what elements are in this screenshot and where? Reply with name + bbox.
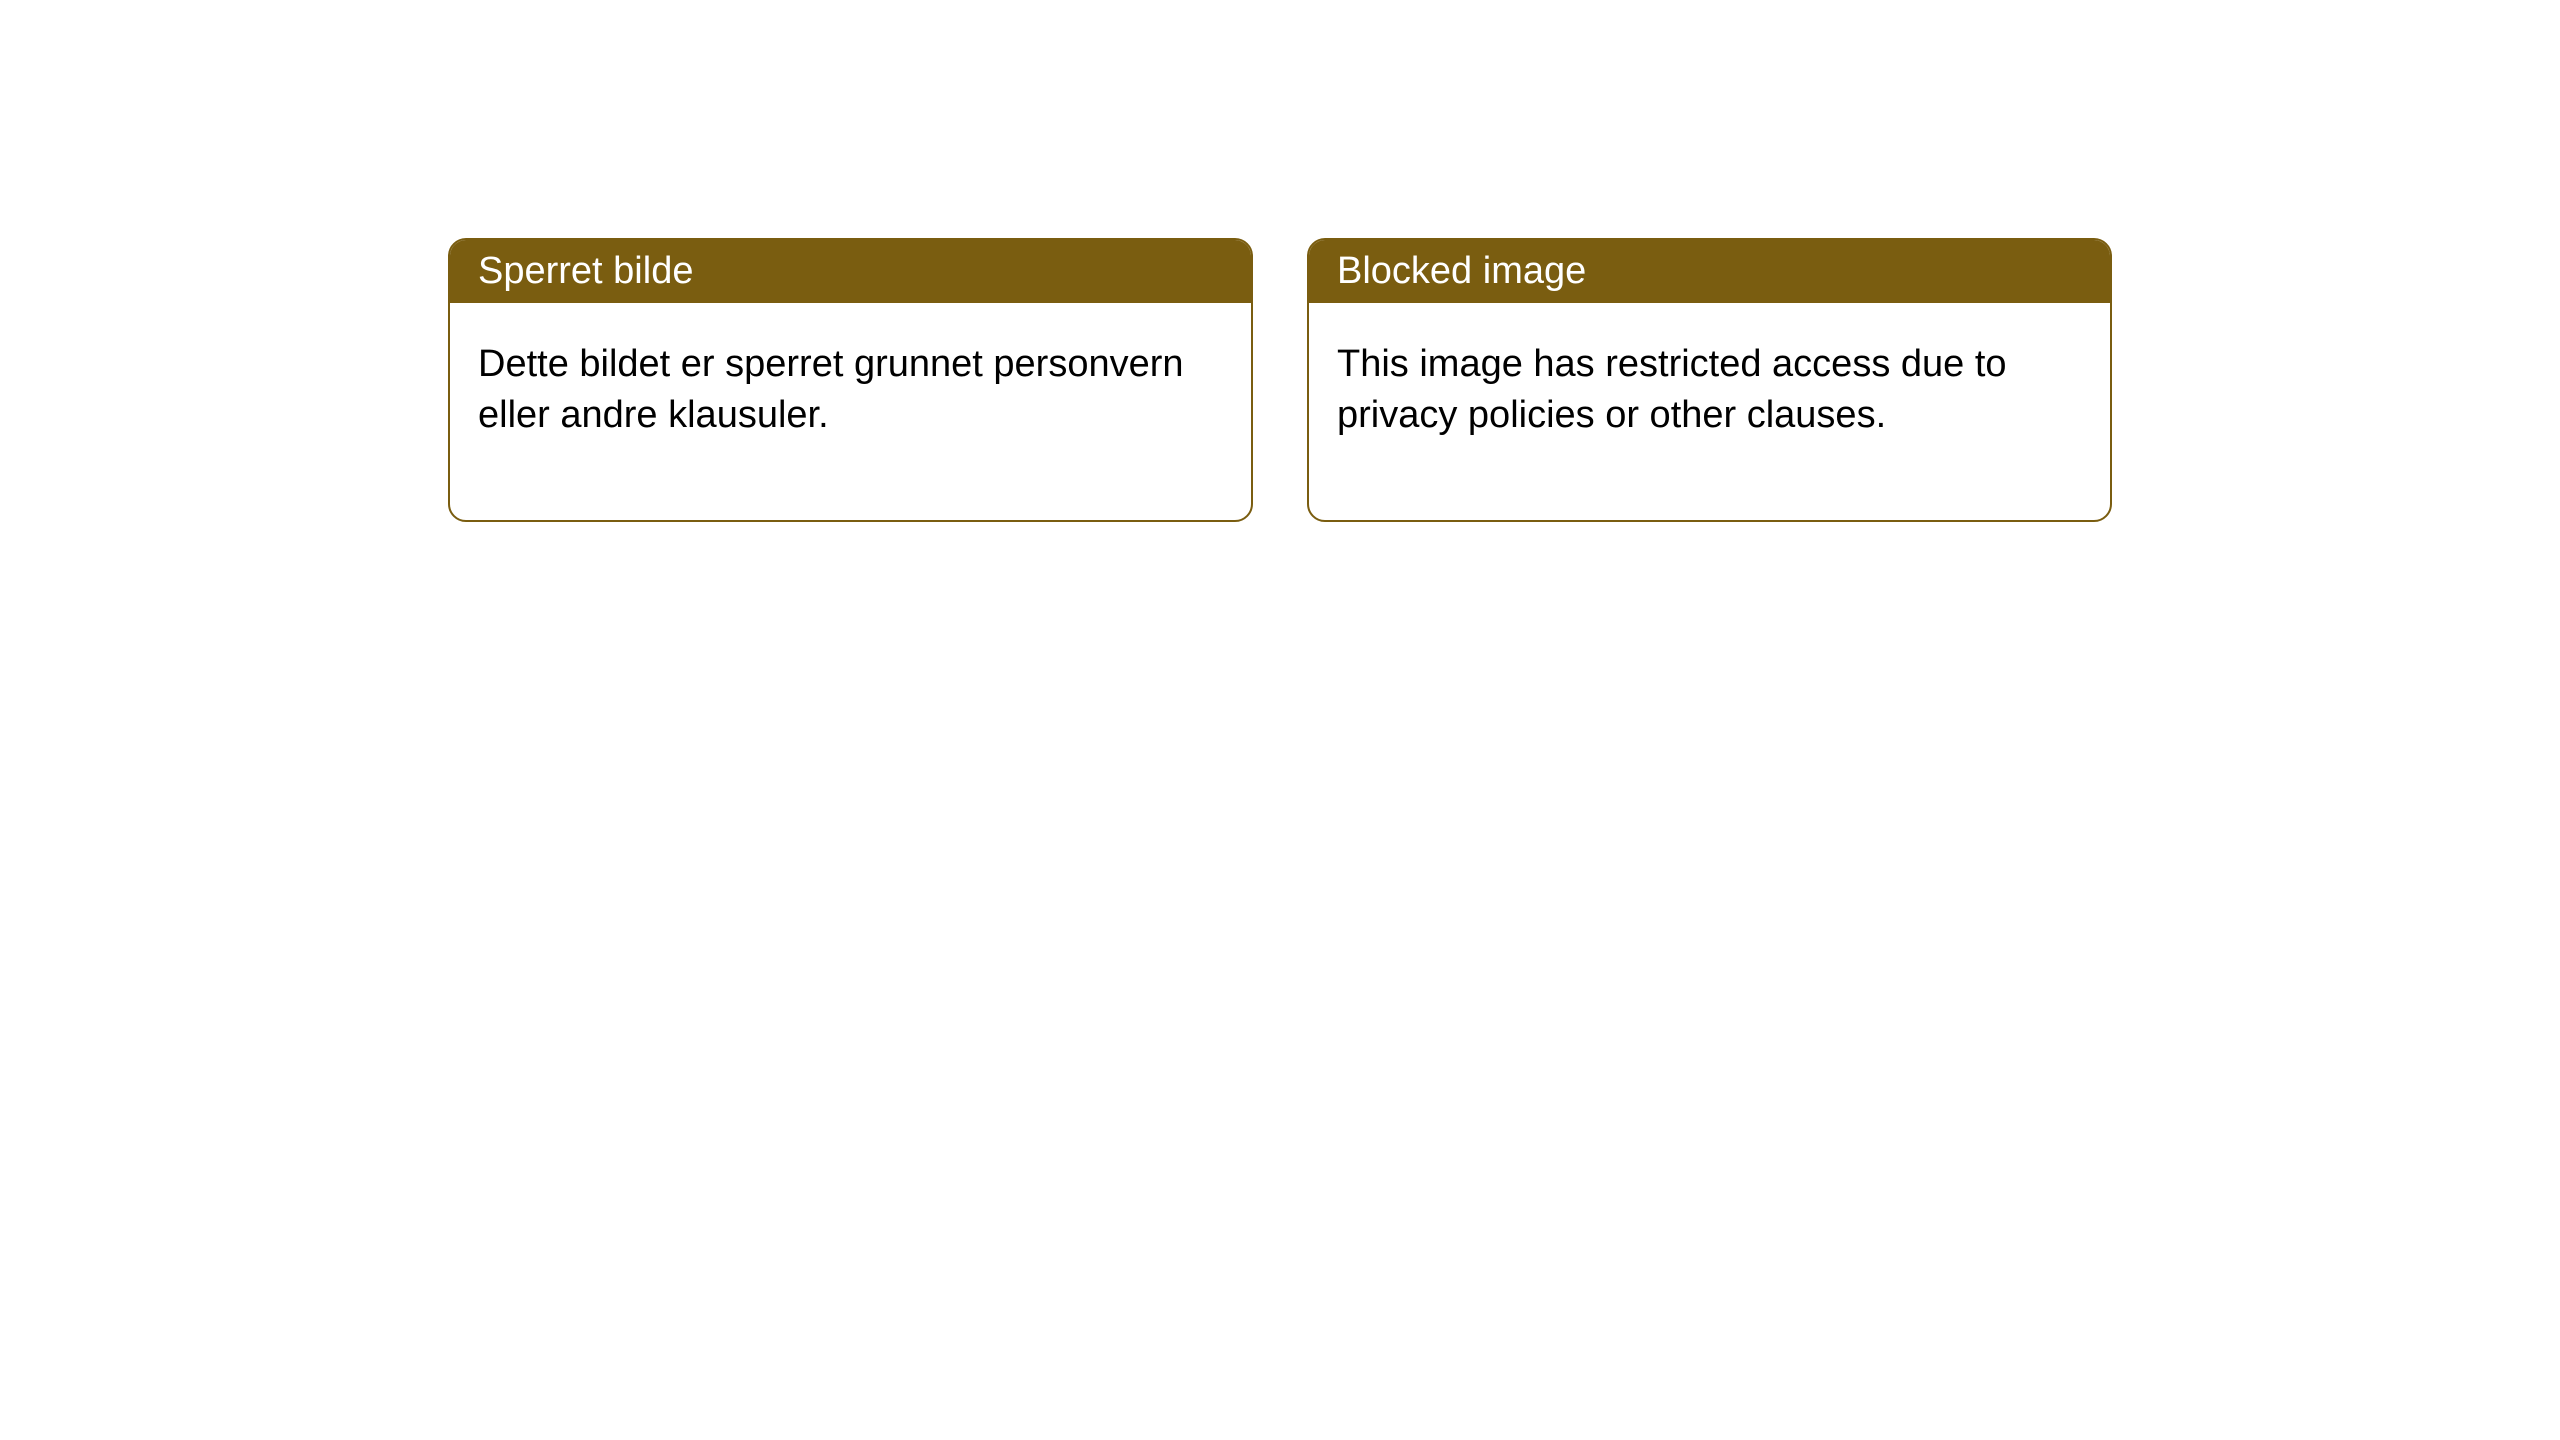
notice-card-english: Blocked image This image has restricted … (1307, 238, 2112, 522)
card-body: Dette bildet er sperret grunnet personve… (450, 303, 1251, 520)
card-title: Sperret bilde (450, 240, 1251, 303)
card-title: Blocked image (1309, 240, 2110, 303)
card-body: This image has restricted access due to … (1309, 303, 2110, 520)
notice-cards-row: Sperret bilde Dette bildet er sperret gr… (0, 0, 2560, 522)
notice-card-norwegian: Sperret bilde Dette bildet er sperret gr… (448, 238, 1253, 522)
